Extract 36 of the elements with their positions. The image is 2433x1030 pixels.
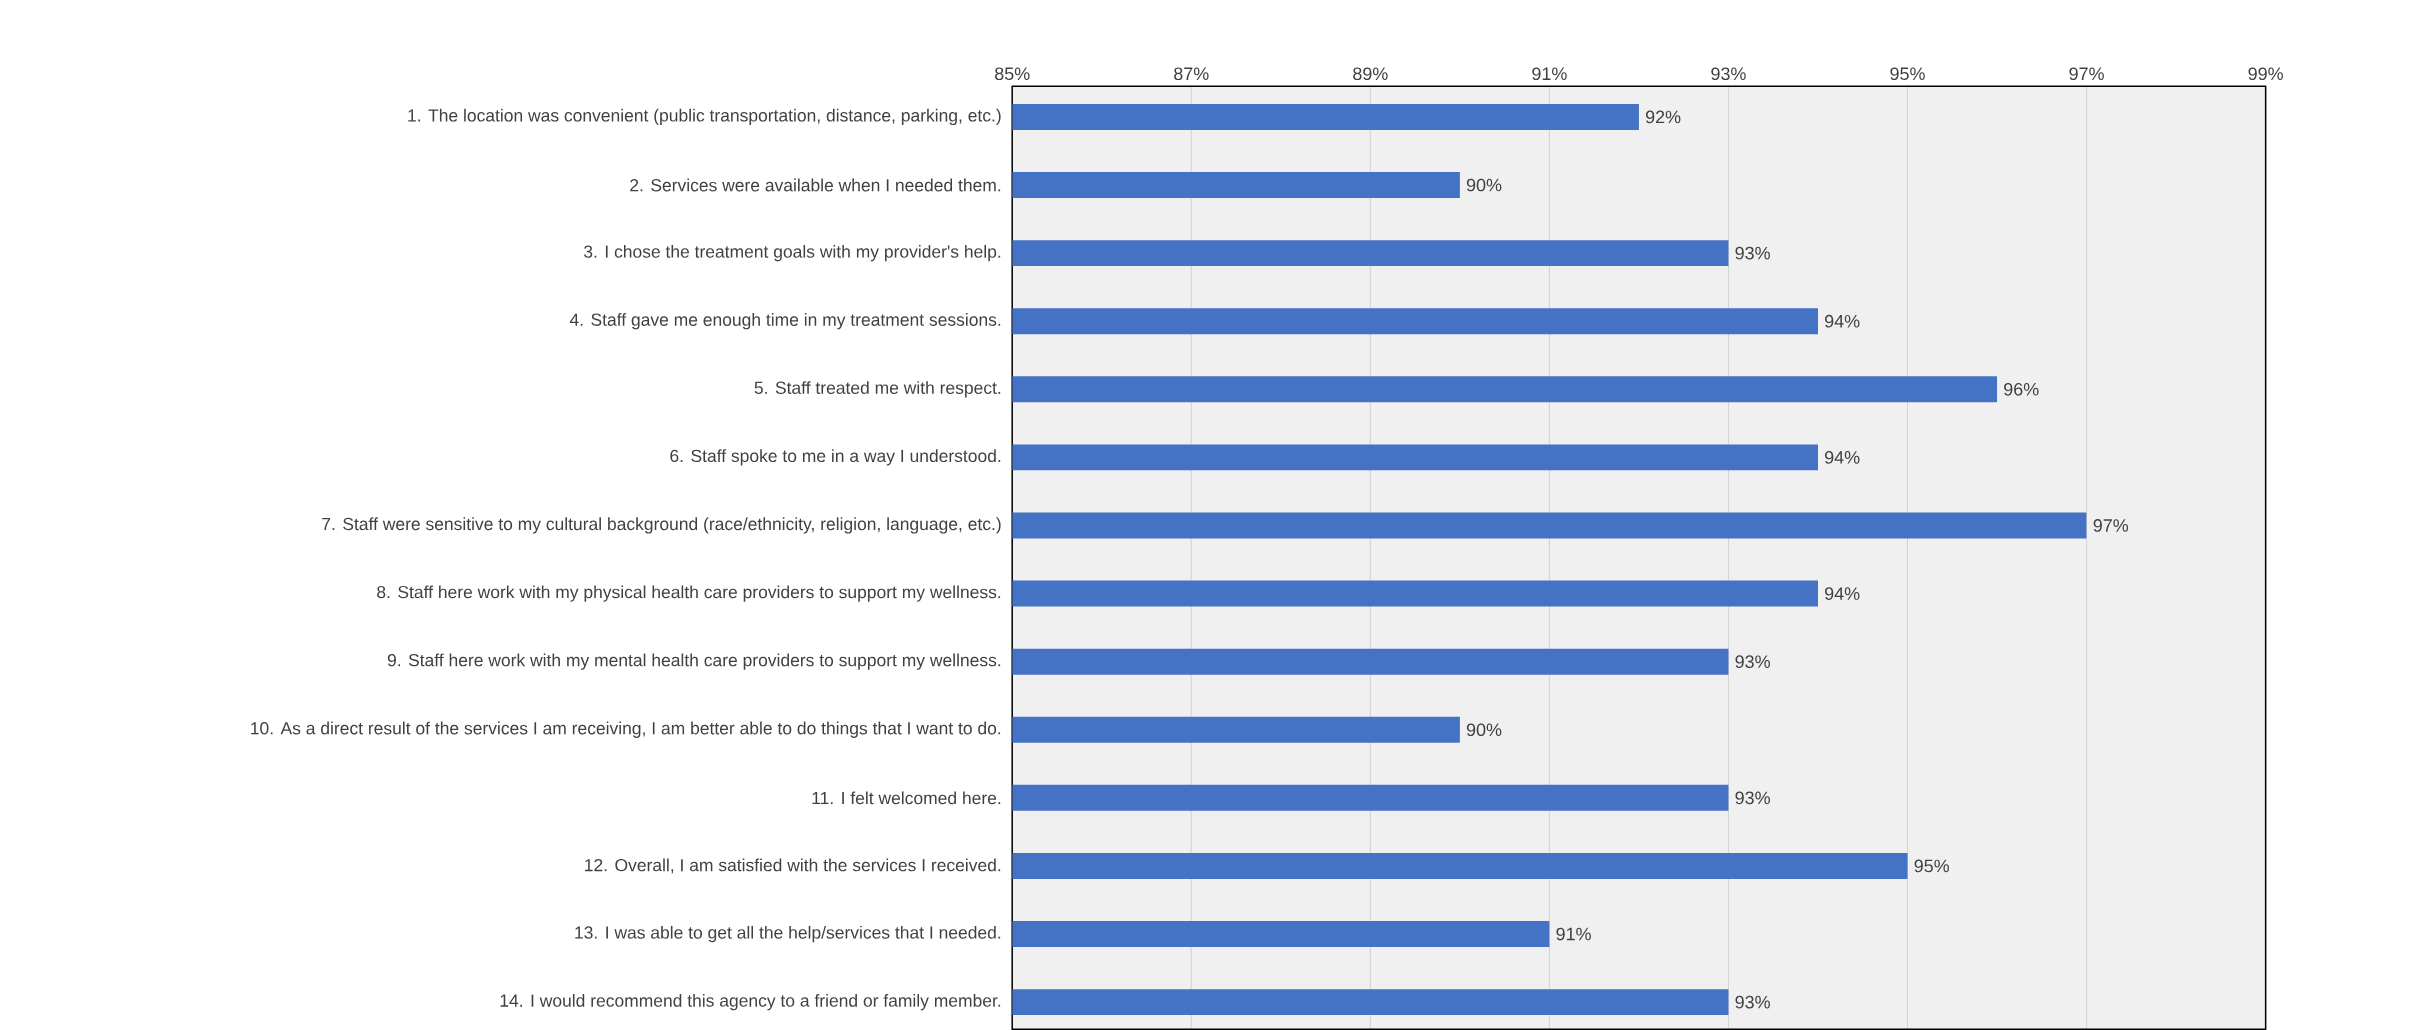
data-label: 97%: [2093, 519, 2129, 532]
y-tick-label: 7. Staff were sensitive to my cultural background (race/ethnicity, religion, language, etc.): [322, 517, 1001, 534]
x-tick-label: 91%: [1532, 67, 1567, 81]
x-tick-label: 97%: [2069, 67, 2104, 81]
data-label: 93%: [1735, 655, 1770, 668]
data-label: 94%: [1825, 587, 1860, 600]
y-tick-label: 10. As a direct result of the services I am receiving, I am better able to do things that I want to do.: [251, 721, 1001, 738]
y-tick-label: 9. Staff here work with my mental health care providers to support my wellness.: [387, 653, 1001, 670]
data-label: 92%: [1645, 110, 1681, 124]
data-label: 93%: [1735, 791, 1770, 805]
y-tick-label: 2. Services were available when I needed them.: [630, 178, 1001, 192]
x-tick-label: 99%: [2248, 67, 2283, 81]
x-tick-label: 89%: [1353, 67, 1388, 81]
y-tick-label: 4. Staff gave me enough time in my treatment sessions.: [569, 313, 1001, 330]
x-tick-label: 95%: [1890, 67, 1925, 81]
data-label: 90%: [1466, 723, 1502, 737]
data-label: 91%: [1556, 927, 1591, 941]
y-tick-label: 6. Staff spoke to me in a way I understood.: [670, 449, 1001, 466]
y-tick-label: 5. Staff treated me with respect.: [754, 381, 1001, 398]
data-label: 93%: [1735, 995, 1770, 1009]
x-tick-label: 85%: [995, 67, 1030, 81]
data-label: 90%: [1466, 178, 1502, 192]
data-label: 95%: [1914, 859, 1950, 873]
y-tick-label: 12. Overall, I am satisfied with the services I received.: [585, 858, 1001, 874]
data-label: 94%: [1825, 450, 1860, 464]
data-label: 93%: [1735, 246, 1770, 260]
data-label: 96%: [2004, 382, 2039, 396]
y-tick-label: 1. The location was convenient (public transportation, distance, parking, etc.): [408, 108, 1001, 126]
y-tick-label: 8. Staff here work with my physical health care providers to support my wellness.: [377, 585, 1001, 602]
y-tick-label: 11. I felt welcomed here.: [812, 791, 1001, 805]
y-tick-label: 13. I was able to get all the help/services that I needed.: [575, 925, 1001, 943]
x-tick-label: 87%: [1174, 67, 1209, 81]
x-tick-label: 93%: [1711, 67, 1746, 81]
y-tick-label: 14. I would recommend this agency to a friend or family member.: [500, 993, 1001, 1011]
y-tick-label: 3. I chose the treatment goals with my provider's help.: [583, 244, 1001, 262]
data-label: 94%: [1825, 314, 1860, 328]
